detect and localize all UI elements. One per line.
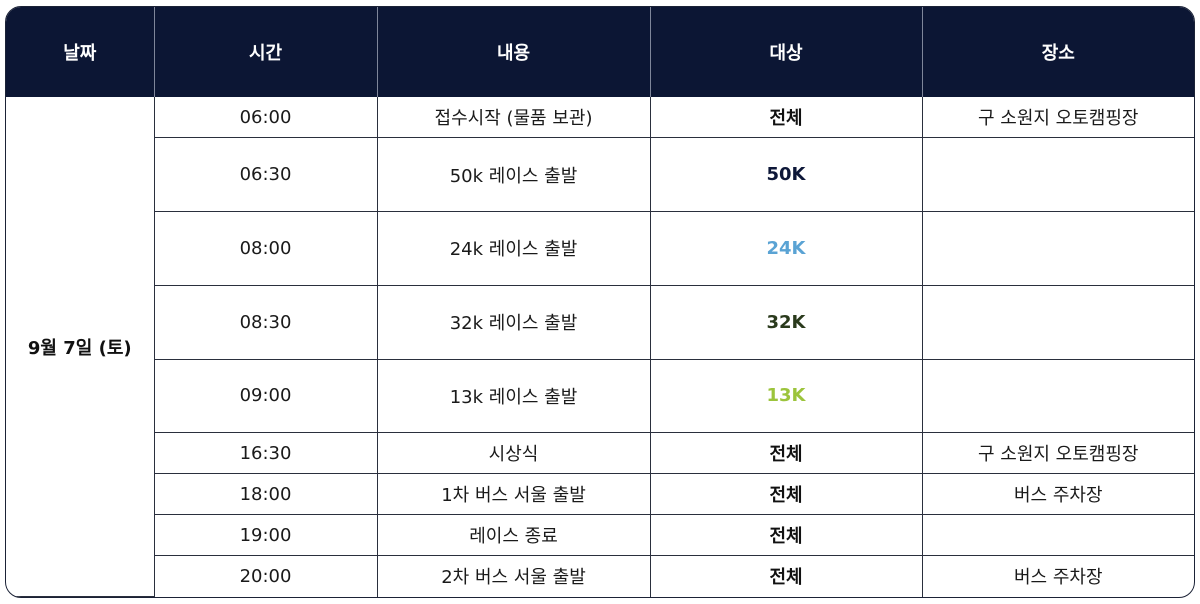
content-cell: 2차 버스 서울 출발: [377, 555, 651, 597]
place-cell: 구 소원지 오토캠핑장: [922, 97, 1194, 139]
content-cell: 24k 레이스 출발: [377, 211, 651, 286]
target-cell: 13K: [650, 359, 923, 434]
table-row: 08:30 32k 레이스 출발 32K: [6, 285, 1194, 360]
content-cell: 레이스 종료: [377, 514, 651, 556]
time-cell: 16:30: [154, 432, 378, 475]
target-cell: 전체: [650, 97, 923, 139]
content-cell: 32k 레이스 출발: [377, 285, 651, 360]
target-cell: 32K: [650, 285, 923, 360]
place-cell: [922, 285, 1194, 360]
target-cell: 전체: [650, 473, 923, 516]
time-cell: 18:00: [154, 473, 378, 516]
table-row: 16:30 시상식 전체 구 소원지 오토캠핑장: [6, 432, 1194, 475]
table-row: 08:00 24k 레이스 출발 24K: [6, 211, 1194, 286]
table-header-row: 날짜 시간 내용 대상 장소: [6, 7, 1194, 97]
time-cell: 20:00: [154, 555, 378, 597]
place-cell: 구 소원지 오토캠핑장: [922, 432, 1194, 475]
target-cell: 전체: [650, 432, 923, 475]
table-row: 18:00 1차 버스 서울 출발 전체 버스 주차장: [6, 473, 1194, 516]
time-cell: 19:00: [154, 514, 378, 556]
content-cell: 1차 버스 서울 출발: [377, 473, 651, 516]
time-cell: 06:30: [154, 137, 378, 213]
place-cell: 버스 주차장: [1013, 567, 1103, 589]
header-date: 날짜: [6, 7, 155, 97]
header-content: 내용: [377, 7, 651, 97]
table-row: 9월 7일 (토) 06:00 접수시작 (물품 보관) 전체 구 소원지 오토…: [6, 97, 1194, 597]
content-cell: 시상식: [377, 432, 651, 475]
schedule-table: 날짜 시간 내용 대상 장소 9월 7일 (토) 06:00 접수시작 (물품 …: [6, 7, 1194, 597]
header-time: 시간: [154, 7, 378, 97]
place-cell: [922, 137, 1194, 213]
content-cell: 13k 레이스 출발: [377, 359, 651, 434]
target-cell: 50K: [650, 137, 923, 213]
table-row: 09:00 13k 레이스 출발 13K: [6, 359, 1194, 434]
header-place: 장소: [922, 7, 1194, 97]
content-cell: 50k 레이스 출발: [377, 137, 651, 213]
schedule-table-container: 날짜 시간 내용 대상 장소 9월 7일 (토) 06:00 접수시작 (물품 …: [5, 6, 1195, 598]
content-cell: 접수시작 (물품 보관): [377, 97, 651, 139]
place-cell: [922, 211, 1194, 286]
target-cell: 전체: [650, 555, 923, 597]
header-target: 대상: [650, 7, 923, 97]
table-row: 19:00 레이스 종료 전체: [6, 514, 1194, 556]
place-cell: [922, 359, 1194, 434]
time-cell: 06:00: [154, 97, 378, 139]
time-cell: 08:00: [154, 211, 378, 286]
place-cell: 버스 주차장: [922, 473, 1194, 516]
date-cell: 9월 7일 (토): [6, 97, 155, 597]
target-cell: 24K: [650, 211, 923, 286]
table-row: 06:30 50k 레이스 출발 50K: [6, 137, 1194, 213]
table-row: 20:00 2차 버스 서울 출발 전체 버스 주차장: [6, 555, 1194, 597]
time-cell: 08:30: [154, 285, 378, 360]
time-cell: 09:00: [154, 359, 378, 434]
place-cell: [922, 514, 1194, 556]
target-cell: 전체: [650, 514, 923, 556]
